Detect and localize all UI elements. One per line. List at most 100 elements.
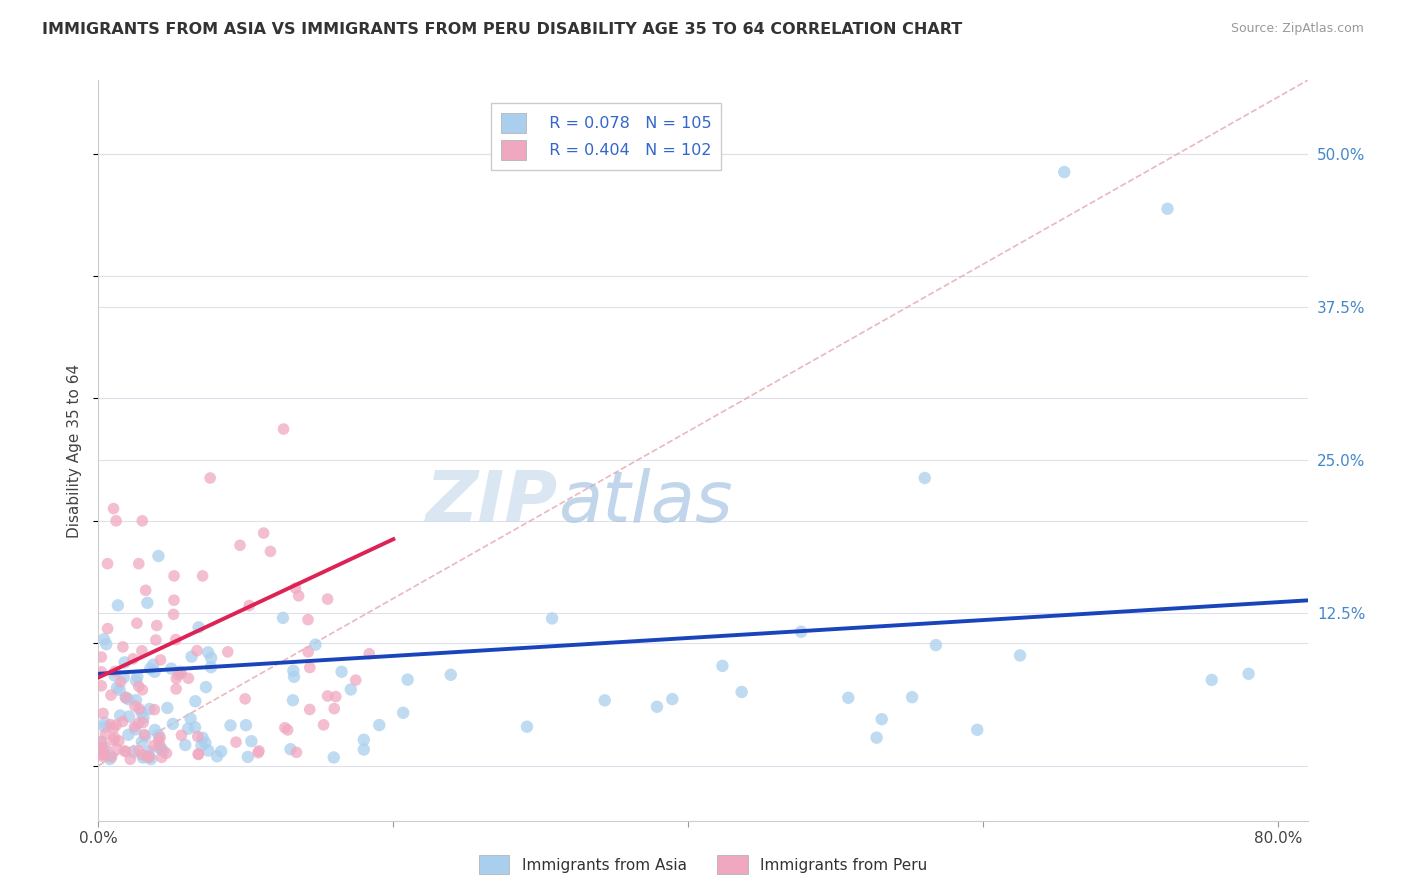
Point — [169, 665, 191, 679]
Point — [105, 681, 128, 695]
Point — [114, 690, 136, 705]
Point — [110, 674, 132, 689]
Point — [312, 718, 335, 732]
Point — [105, 514, 128, 528]
Point — [160, 662, 183, 676]
Point — [259, 544, 281, 558]
Point — [91, 742, 114, 756]
Point — [219, 718, 242, 732]
Point — [170, 666, 193, 681]
Point — [233, 691, 256, 706]
Point — [115, 690, 138, 705]
Point — [200, 651, 222, 665]
Point — [165, 672, 187, 686]
Point — [150, 742, 173, 756]
Point — [114, 744, 136, 758]
Point — [298, 660, 321, 674]
Point — [131, 706, 153, 720]
Point — [100, 717, 122, 731]
Point — [105, 741, 128, 756]
Point — [138, 702, 160, 716]
Legend: Immigrants from Asia, Immigrants from Peru: Immigrants from Asia, Immigrants from Pe… — [472, 849, 934, 880]
Point — [837, 690, 859, 705]
Point — [711, 658, 734, 673]
Point — [1008, 648, 1031, 663]
Point — [96, 557, 118, 571]
Point — [138, 748, 160, 763]
Point — [148, 728, 170, 742]
Point — [93, 632, 115, 647]
Point — [177, 722, 200, 736]
Point — [966, 723, 988, 737]
Point — [149, 731, 172, 745]
Point — [162, 607, 184, 622]
Point — [1053, 165, 1076, 179]
Point — [114, 656, 136, 670]
Point — [135, 583, 157, 598]
Point — [339, 682, 361, 697]
Point — [661, 692, 683, 706]
Point — [190, 739, 212, 753]
Point — [115, 745, 138, 759]
Point — [127, 669, 149, 683]
Point — [143, 665, 166, 679]
Point — [124, 720, 146, 734]
Point — [330, 665, 353, 679]
Point — [134, 729, 156, 743]
Point — [136, 749, 159, 764]
Point — [150, 750, 173, 764]
Point — [645, 699, 668, 714]
Point — [191, 569, 214, 583]
Point — [287, 589, 309, 603]
Point — [316, 592, 339, 607]
Point — [90, 650, 112, 665]
Point — [90, 742, 112, 756]
Point — [122, 652, 145, 666]
Point — [111, 714, 134, 729]
Point — [132, 715, 155, 730]
Point — [149, 653, 172, 667]
Point — [148, 740, 170, 755]
Point — [143, 723, 166, 737]
Point — [541, 611, 564, 625]
Point — [240, 734, 263, 748]
Point — [353, 732, 375, 747]
Point — [180, 649, 202, 664]
Point — [184, 720, 207, 734]
Point — [194, 736, 217, 750]
Point — [118, 709, 141, 723]
Point — [1156, 202, 1178, 216]
Point — [136, 750, 159, 764]
Point — [1237, 666, 1260, 681]
Point — [236, 750, 259, 764]
Point — [277, 723, 299, 737]
Point — [901, 690, 924, 705]
Point — [108, 708, 131, 723]
Point — [925, 638, 948, 652]
Point — [304, 638, 326, 652]
Point — [100, 750, 122, 764]
Point — [120, 752, 142, 766]
Point — [105, 718, 128, 732]
Point — [132, 710, 155, 724]
Point — [149, 739, 172, 754]
Point — [131, 514, 153, 528]
Point — [90, 740, 112, 755]
Point — [93, 720, 115, 734]
Point — [103, 668, 125, 682]
Point — [187, 747, 209, 762]
Point — [187, 620, 209, 634]
Point — [177, 671, 200, 685]
Point — [117, 728, 139, 742]
Point — [186, 643, 208, 657]
Point — [128, 716, 150, 731]
Point — [163, 593, 186, 607]
Point — [297, 645, 319, 659]
Point — [112, 670, 135, 684]
Point — [103, 733, 125, 747]
Point — [285, 745, 308, 759]
Point — [146, 618, 169, 632]
Point — [197, 743, 219, 757]
Point — [165, 681, 187, 696]
Point — [730, 685, 752, 699]
